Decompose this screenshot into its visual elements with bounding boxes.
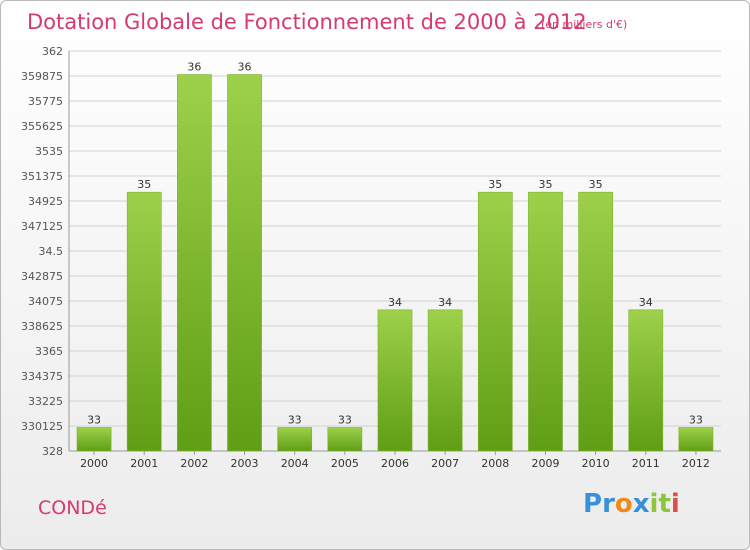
bar-2003 xyxy=(227,74,262,452)
x-tick-label: 2000 xyxy=(80,457,108,470)
y-tick-label: 351375 xyxy=(21,170,63,183)
bar-2012 xyxy=(678,427,714,452)
x-tick-label: 2005 xyxy=(331,457,359,470)
data-label: 36 xyxy=(187,61,201,74)
x-tick-label: 2010 xyxy=(582,457,610,470)
data-label: 36 xyxy=(238,61,252,74)
y-tick-label: 34.5 xyxy=(39,245,64,258)
bar-2004 xyxy=(277,427,313,452)
y-tick-label: 359875 xyxy=(21,70,63,83)
bar-2006 xyxy=(377,309,413,452)
y-tick-label: 328 xyxy=(42,445,63,458)
data-label: 34 xyxy=(438,296,452,309)
x-tick-label: 2011 xyxy=(632,457,660,470)
data-label: 35 xyxy=(137,178,151,191)
bar-2008 xyxy=(477,191,513,452)
chart-title: Dotation Globale de Fonctionnement de 20… xyxy=(27,10,587,34)
x-tick-label: 2003 xyxy=(231,457,259,470)
bar-2005 xyxy=(327,427,363,452)
y-tick-label: 342875 xyxy=(21,270,63,283)
data-label: 35 xyxy=(488,178,502,191)
bar-2001 xyxy=(126,191,162,452)
x-tick-label: 2004 xyxy=(281,457,309,470)
y-tick-label: 34075 xyxy=(28,295,63,308)
y-tick-label: 334375 xyxy=(21,370,63,383)
y-tick-label: 33225 xyxy=(28,395,63,408)
data-label: 35 xyxy=(589,178,603,191)
proxiti-logo: Proxiti xyxy=(583,489,680,519)
data-label: 33 xyxy=(689,413,703,426)
bar-2010 xyxy=(578,191,613,452)
commune-name: CONDé xyxy=(38,497,107,519)
x-tick-label: 2009 xyxy=(531,457,559,470)
x-tick-label: 2002 xyxy=(180,457,208,470)
x-tick-label: 2007 xyxy=(431,457,459,470)
data-label: 35 xyxy=(538,178,552,191)
data-label: 33 xyxy=(87,413,101,426)
bar-2002 xyxy=(177,74,212,452)
x-tick-label: 2006 xyxy=(381,457,409,470)
bar-2009 xyxy=(528,191,563,452)
y-tick-label: 355625 xyxy=(21,120,63,133)
y-tick-label: 3365 xyxy=(35,345,63,358)
x-tick-label: 2001 xyxy=(130,457,158,470)
bars xyxy=(76,74,714,452)
y-tick-label: 35775 xyxy=(28,95,63,108)
bar-2011 xyxy=(628,309,664,452)
y-tick-label: 362 xyxy=(42,45,63,58)
x-tick-label: 2008 xyxy=(481,457,509,470)
bar-2007 xyxy=(427,309,463,452)
data-labels: 33 35 36 36 33 33 34 34 35 35 35 34 33 xyxy=(87,61,703,427)
y-tick-label: 330125 xyxy=(21,420,63,433)
x-tick-label: 2012 xyxy=(682,457,710,470)
y-tick-label: 338625 xyxy=(21,320,63,333)
y-tick-label: 34925 xyxy=(28,195,63,208)
axes: 328 330125 33225 334375 3365 338625 34075 34287… xyxy=(21,45,721,470)
data-label: 34 xyxy=(388,296,402,309)
data-label: 34 xyxy=(639,296,653,309)
data-label: 33 xyxy=(288,413,302,426)
y-tick-label: 3535 xyxy=(35,145,63,158)
data-label: 33 xyxy=(338,413,352,426)
y-tick-label: 347125 xyxy=(21,220,63,233)
bar-2000 xyxy=(76,427,112,452)
chart-subtitle: (en milliers d'€) xyxy=(541,18,628,31)
